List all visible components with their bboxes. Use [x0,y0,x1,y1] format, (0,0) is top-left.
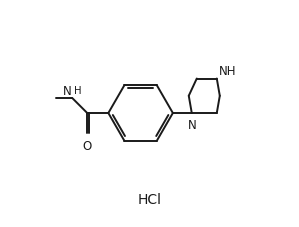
Text: H: H [74,86,82,96]
Text: N: N [187,118,196,131]
Text: HCl: HCl [138,192,161,206]
Text: N: N [62,85,71,98]
Text: O: O [83,140,92,153]
Text: NH: NH [219,64,236,77]
